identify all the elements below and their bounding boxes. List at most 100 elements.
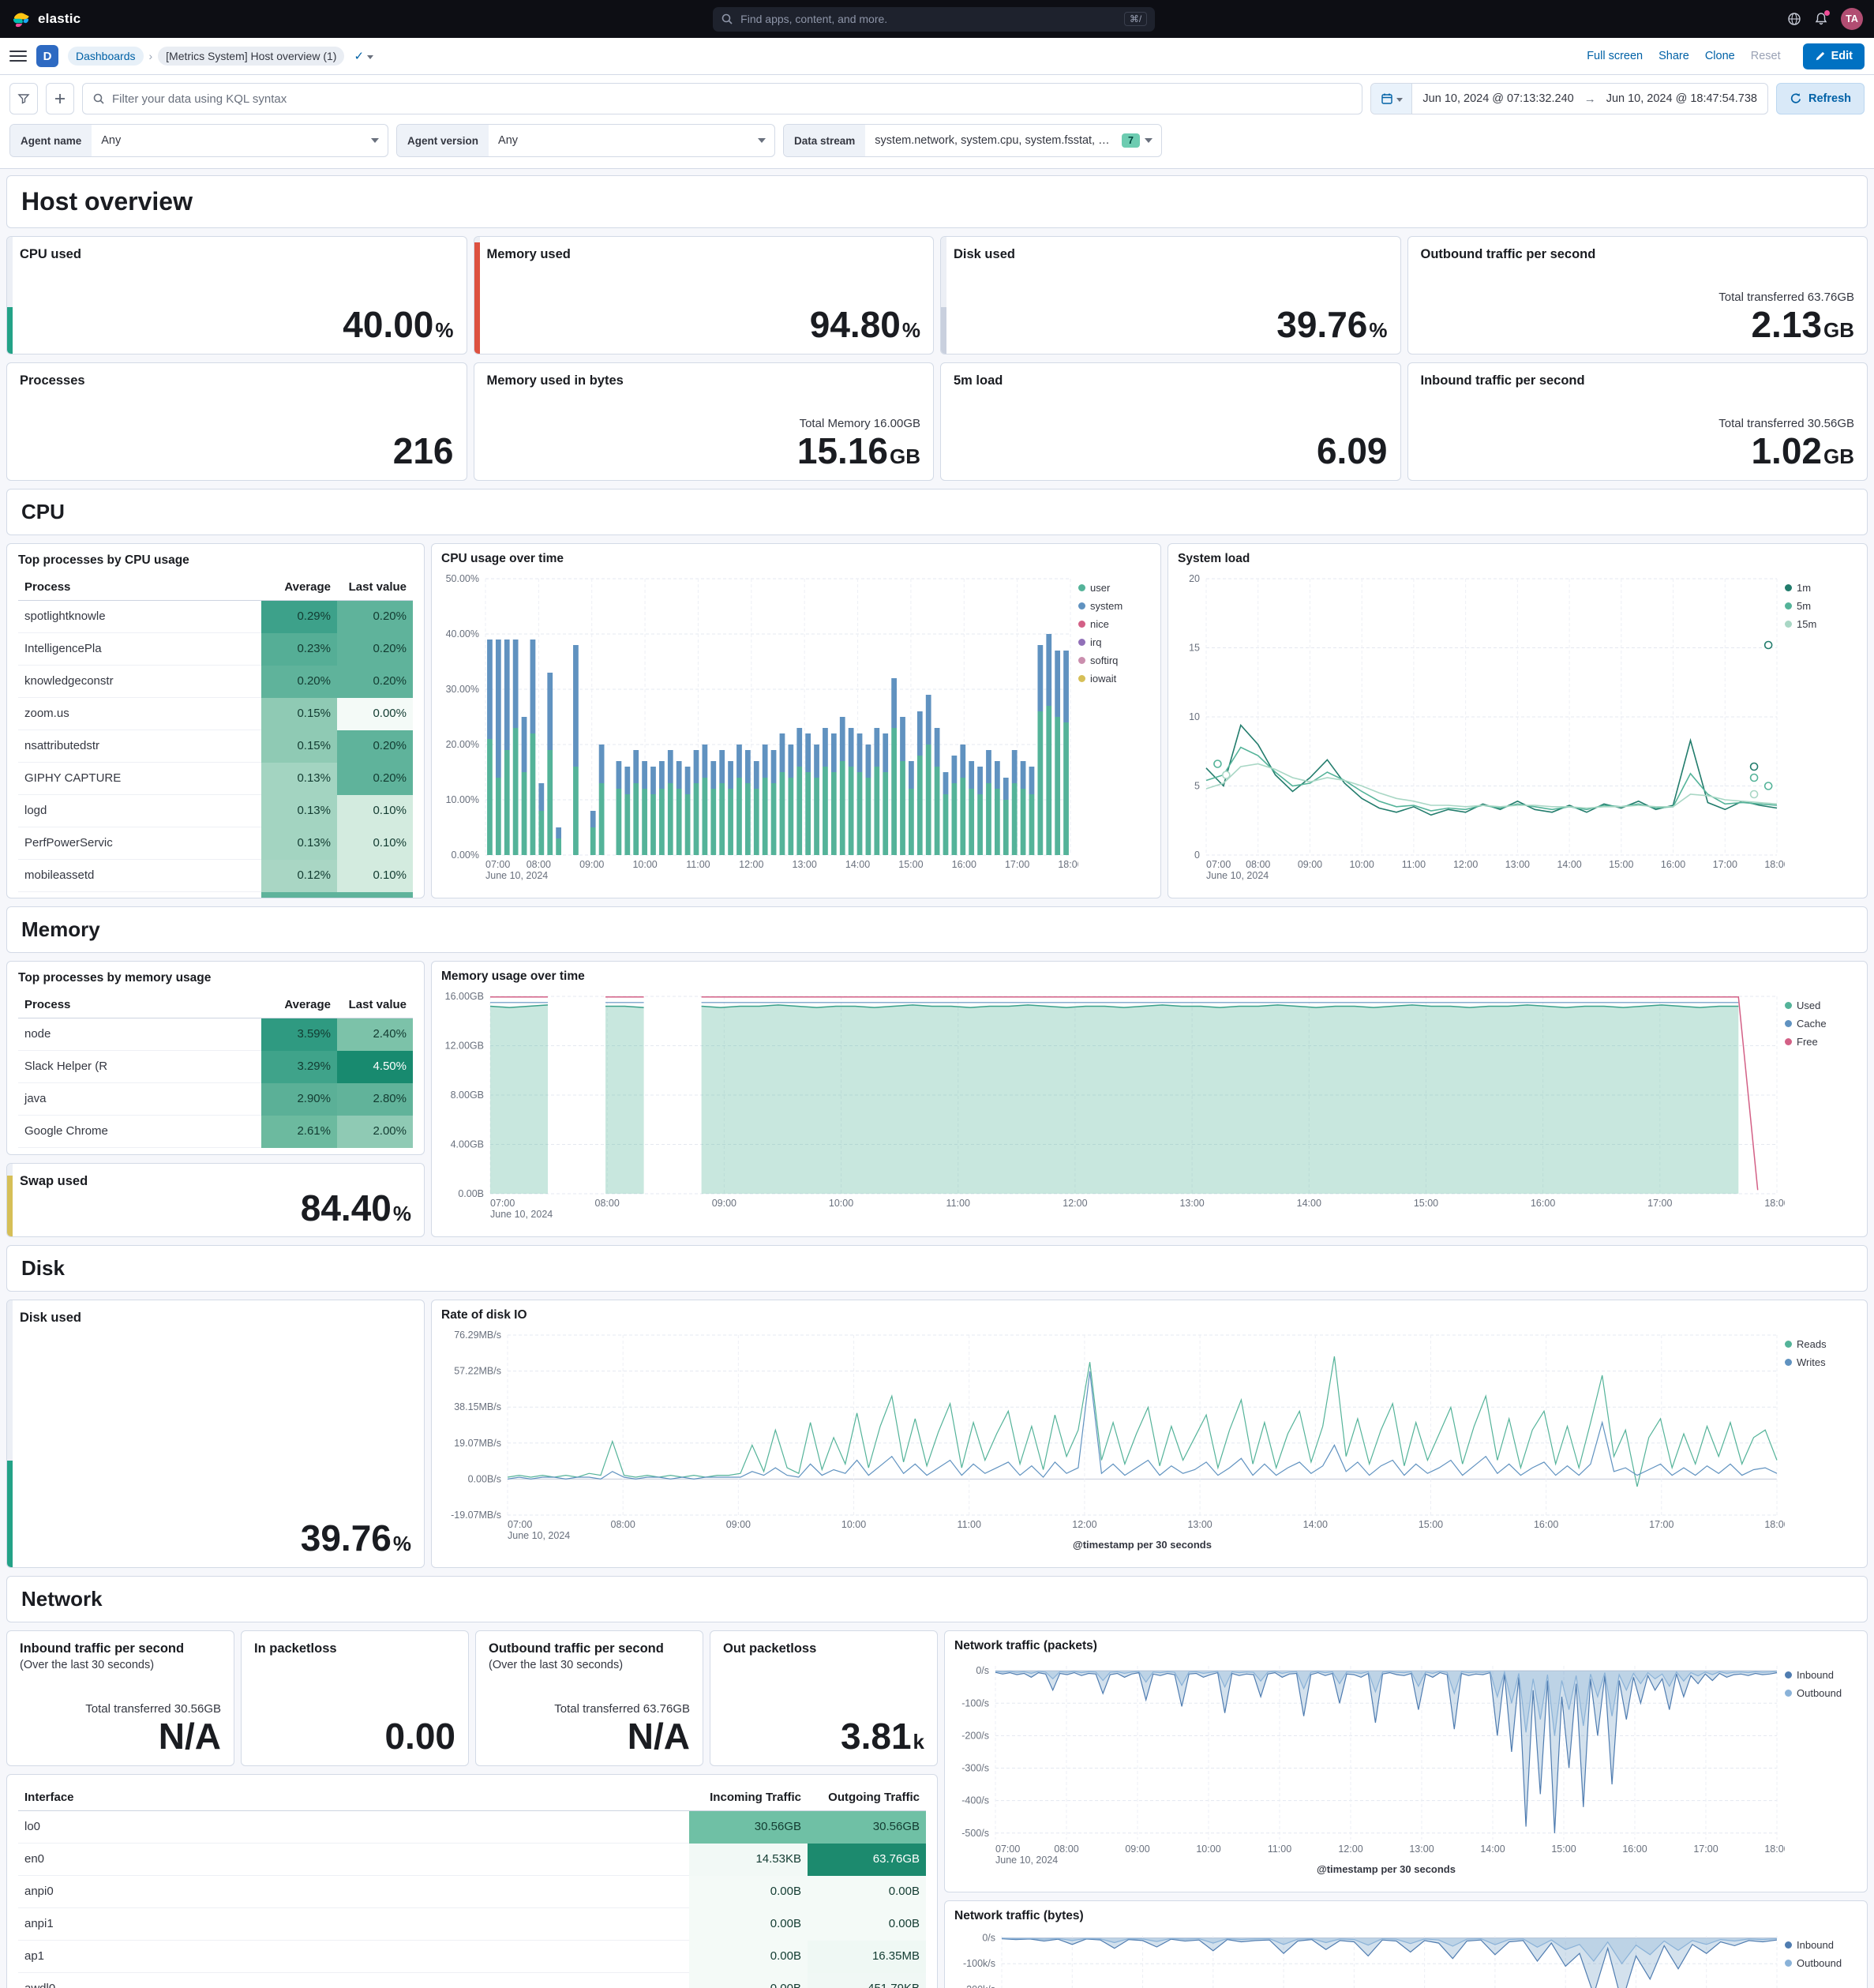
legend-label: Writes [1797,1356,1826,1368]
svg-text:@timestamp per 30 seconds: @timestamp per 30 seconds [1317,1863,1456,1875]
cpu-usage-panel: CPU usage over time 0.00% 10.00% 20.00% 30.… [431,543,1161,898]
refresh-button[interactable]: Refresh [1776,83,1865,114]
menu-icon[interactable] [9,51,27,62]
metric-title: Disk used [954,247,1015,261]
metric-value: 84.40% [300,1187,411,1228]
process-cell: awdl0 [18,1972,689,1988]
svg-text:12:00: 12:00 [739,859,763,870]
legend-item-reads[interactable]: Reads [1785,1338,1857,1350]
svg-text:08:00: 08:00 [611,1519,635,1530]
nav-action-reset[interactable]: Reset [1750,50,1781,62]
value-cell: 0.00B [689,1875,808,1908]
metric-value: 6.09 [1316,430,1388,471]
breadcrumb-item-dashboards[interactable]: Dashboards [68,47,144,66]
system-load-chart[interactable]: 0 5 10 15 20 07:00 June 10, 2024 08:00 09:00 10:0… [1178,569,1790,883]
legend-item-inbound[interactable]: Inbound [1785,1669,1857,1681]
value-cell: 0.00B [689,1972,808,1988]
search-icon [93,93,104,104]
notifications-icon[interactable] [1814,10,1830,26]
elastic-home-link[interactable]: elastic [11,9,81,29]
metric-subtitle: Total transferred 63.76GB [554,1702,690,1716]
nav-action-clone[interactable]: Clone [1704,50,1735,62]
svg-text:20: 20 [1189,573,1200,584]
value-cell: 0.00B [808,1875,926,1908]
column-header-last-value[interactable]: Last value [337,992,413,1018]
column-header-last-value[interactable]: Last value [337,574,413,601]
network-right-column: Network traffic (packets) 0/s -100/s -200/… [944,1630,1868,1988]
date-range-picker[interactable]: Jun 10, 2024 @ 07:13:32.240 → Jun 10, 20… [1370,83,1768,114]
metric-title: 5m load [954,373,1003,388]
legend-item-inbound[interactable]: Inbound [1785,1939,1857,1951]
legend-item-used[interactable]: Used [1785,1000,1857,1011]
nav-action-full-screen[interactable]: Full screen [1587,50,1643,62]
svg-text:June 10, 2024: June 10, 2024 [485,870,548,881]
value-cell: 0.20% [261,665,337,698]
metric-unit: GB [890,444,920,468]
control-agent-version[interactable]: Agent version Any [396,124,775,157]
legend-item-nice[interactable]: nice [1078,618,1151,630]
saved-check-icon[interactable]: ✓ [354,49,374,63]
legend-dot [1785,1359,1792,1366]
date-start[interactable]: Jun 10, 2024 @ 07:13:32.240 [1422,92,1574,105]
svg-text:20.00%: 20.00% [446,739,479,750]
svg-text:14:00: 14:00 [845,859,870,870]
legend-item-softirq[interactable]: softirq [1078,655,1151,666]
legend-item-iowait[interactable]: iowait [1078,673,1151,685]
process-cell: Slack Helper (R [18,1050,261,1083]
kql-query-input[interactable]: Filter your data using KQL syntax [82,83,1363,114]
add-filter-button[interactable] [46,83,74,114]
disk-io-chart[interactable]: -19.07MB/s 0.00B/s 19.07MB/s 38.15MB/s 57.22… [441,1326,1790,1553]
metric-value: 15.16GB [796,430,920,471]
legend-item-free[interactable]: Free [1785,1036,1857,1048]
legend-item-writes[interactable]: Writes [1785,1356,1857,1368]
process-cell: IntelligencePla [18,632,261,666]
legend-item-cache[interactable]: Cache [1785,1018,1857,1030]
control-agent-name[interactable]: Agent name Any [9,124,388,157]
edit-button[interactable]: Edit [1802,43,1865,69]
search-placeholder: Find apps, content, and more. [740,13,888,25]
column-header-average[interactable]: Average [261,574,337,601]
legend-item-15m[interactable]: 15m [1785,618,1857,630]
legend-dot [1785,1690,1792,1697]
svg-text:15: 15 [1189,643,1200,654]
cpu-usage-chart[interactable]: 0.00% 10.00% 20.00% 30.00% 40.00% 50.00% 07:00… [441,569,1083,883]
legend-item-1m[interactable]: 1m [1785,582,1857,594]
legend-item-outbound[interactable]: Outbound [1785,1687,1857,1699]
metric-progress-fill [7,306,13,354]
process-cell [18,891,261,898]
svg-text:15:00: 15:00 [1609,859,1633,870]
date-end[interactable]: Jun 10, 2024 @ 18:47:54.738 [1606,92,1757,105]
memory-usage-chart[interactable]: 0.00B 4.00GB 8.00GB 12.00GB 16.00GB 07:00 June… [441,987,1790,1222]
metric-title: Disk used [20,1311,81,1325]
table-row: anpi1 0.00B 0.00B [18,1907,926,1941]
dashboard-app-icon[interactable]: D [36,45,58,67]
legend-item-system[interactable]: system [1078,600,1151,612]
process-cell: PerfPowerServic [18,827,261,860]
legend-item-irq[interactable]: irq [1078,636,1151,648]
svg-text:09:00: 09:00 [1298,859,1322,870]
breadcrumb-item-metrics-system-host-overview-1[interactable]: [Metrics System] Host overview (1) [158,47,345,66]
global-search-input[interactable]: Find apps, content, and more. ⌘/ [713,6,1156,32]
svg-text:15:00: 15:00 [1414,1198,1438,1209]
filter-sets-button[interactable] [9,83,38,114]
metric-value: 216 [392,430,454,471]
column-header-interface[interactable]: Interface [18,1784,689,1811]
column-header-process[interactable]: Process [18,992,261,1018]
legend-item-5m[interactable]: 5m [1785,600,1857,612]
network-packets-chart[interactable]: 0/s -100/s -200/s -300/s -400/s -500/s 07:00 Ju… [954,1656,1789,1877]
column-header-process[interactable]: Process [18,574,261,601]
column-header-incoming-traffic[interactable]: Incoming Traffic [689,1784,808,1811]
legend-item-outbound[interactable]: Outbound [1785,1957,1857,1969]
svg-text:07:00: 07:00 [508,1519,532,1530]
user-avatar[interactable]: TA [1841,8,1863,30]
help-icon[interactable] [1787,12,1801,26]
memory-used-card: Memory used 94.80% [473,236,934,354]
column-header-average[interactable]: Average [261,992,337,1018]
control-data-stream[interactable]: Data stream system.network, system.cpu, s… [783,124,1162,157]
legend-item-user[interactable]: user [1078,582,1151,594]
calendar-button[interactable] [1371,84,1413,114]
nav-action-share[interactable]: Share [1658,50,1689,62]
column-header-outgoing-traffic[interactable]: Outgoing Traffic [808,1784,926,1811]
legend-label: Used [1797,1000,1821,1011]
